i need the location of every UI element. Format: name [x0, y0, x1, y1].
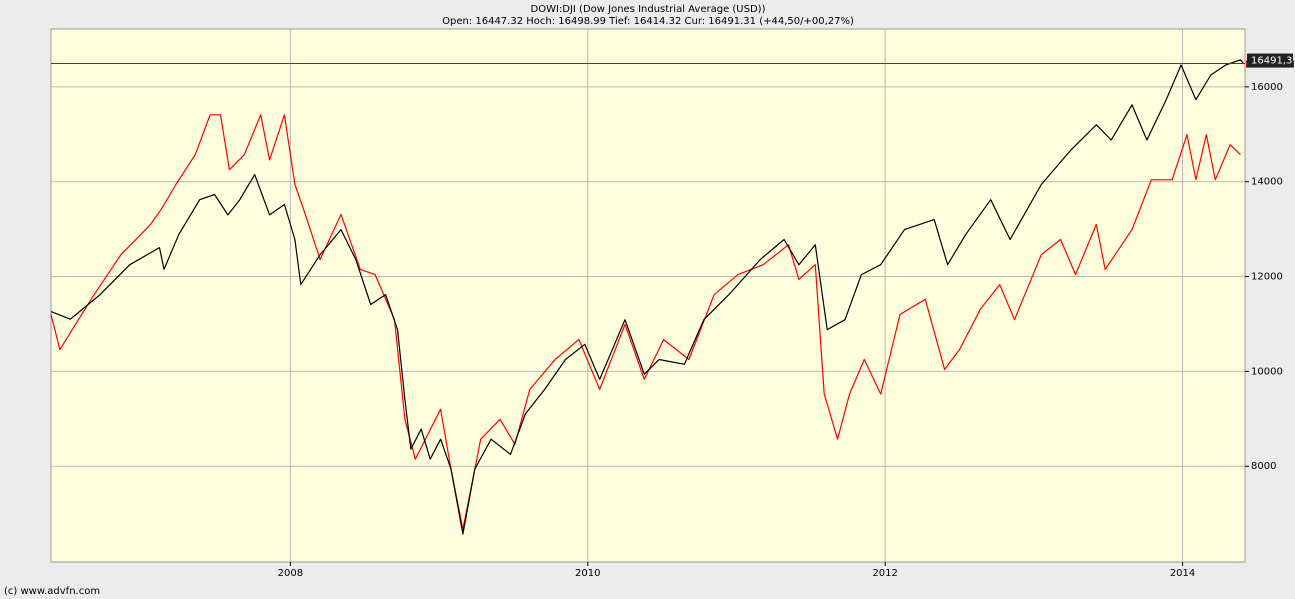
x-tick-label: 2014 [1170, 568, 1195, 579]
y-tick-label: 8000 [1251, 461, 1276, 472]
x-tick-label: 2010 [575, 568, 600, 579]
y-tick-label: 10000 [1251, 366, 1283, 377]
series-line [50, 114, 1241, 530]
current-label: 16491,3 [1251, 56, 1292, 67]
chart-subtitle: Open: 16447.32 Hoch: 16498.99 Tief: 1641… [442, 16, 854, 27]
y-tick-label: 14000 [1251, 177, 1283, 188]
plot-area [50, 28, 1246, 563]
x-tick-label: 2008 [278, 568, 303, 579]
y-tick-label: 16000 [1251, 82, 1283, 93]
x-tick-label: 2012 [872, 568, 897, 579]
current-box [1247, 53, 1293, 68]
footer: (c) www.advfn.com [4, 586, 100, 597]
series-line [50, 59, 1244, 535]
chart-title: DOWI:DJI (Dow Jones Industrial Average (… [531, 4, 766, 15]
y-tick-label: 12000 [1251, 272, 1283, 283]
